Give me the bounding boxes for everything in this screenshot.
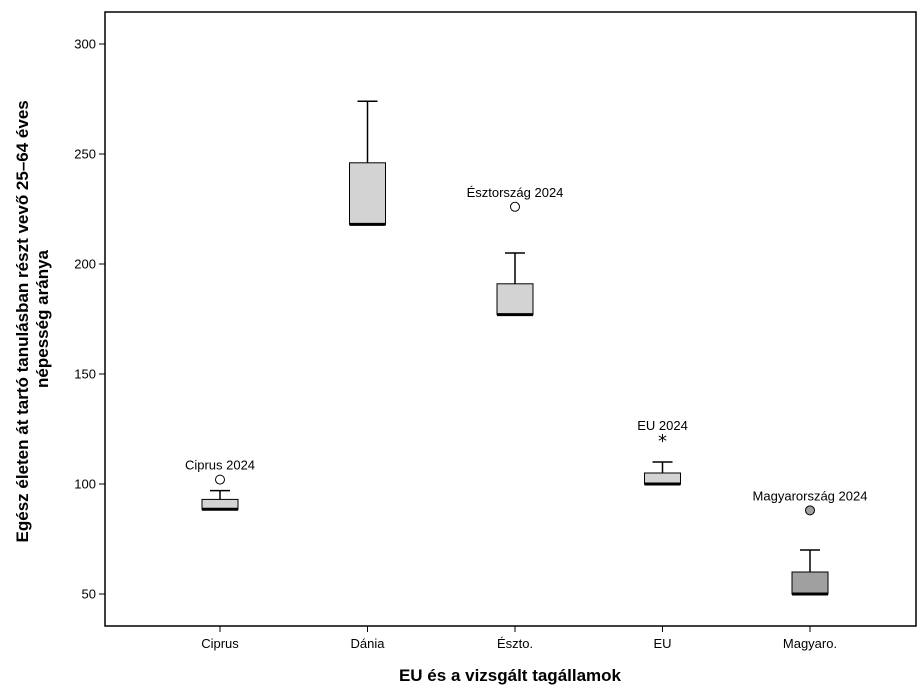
outlier-label: Magyarország 2024 bbox=[753, 488, 868, 503]
outlier-ciprus: Ciprus 2024 bbox=[185, 458, 255, 485]
outlier-label: EU 2024 bbox=[637, 418, 688, 433]
box-iqr bbox=[496, 283, 534, 316]
x-tick-label: EU bbox=[653, 636, 671, 651]
x-axis-title: EU és a vizsgált tagállamok bbox=[399, 666, 622, 685]
box-eu bbox=[644, 461, 681, 486]
x-tick-label: Ciprus bbox=[201, 636, 239, 651]
box-iqr bbox=[644, 472, 681, 485]
plot-frame bbox=[104, 11, 917, 627]
y-tick-label: 50 bbox=[82, 587, 96, 602]
outlier-eu: *EU 2024 bbox=[637, 418, 688, 452]
y-tick-label: 100 bbox=[74, 477, 96, 492]
outlier-circle-marker bbox=[805, 505, 815, 516]
x-tick-label: Dánia bbox=[351, 636, 386, 651]
y-tick-label: 150 bbox=[74, 367, 96, 382]
box-ciprus bbox=[201, 489, 239, 511]
outlier--szto-: Észtország 2024 bbox=[467, 185, 564, 212]
y-axis-title-line-2: népesség aránya bbox=[33, 249, 52, 388]
outlier-star-marker: * bbox=[658, 431, 667, 452]
x-tick-label: Magyaro. bbox=[783, 636, 837, 651]
box-iqr bbox=[791, 571, 829, 595]
outlier-circle-marker bbox=[510, 201, 520, 212]
outlier-circle-marker bbox=[215, 474, 225, 485]
outlier-label: Ciprus 2024 bbox=[185, 458, 255, 473]
box-d-nia bbox=[349, 100, 386, 226]
y-tick-label: 300 bbox=[74, 37, 96, 52]
box-iqr bbox=[349, 162, 386, 225]
y-axis: 50 100 150 200 250 300 bbox=[74, 37, 105, 602]
x-tick-label: Észto. bbox=[497, 636, 533, 651]
y-axis-title: Egész életen át tartó tanulásban részt v… bbox=[13, 96, 52, 543]
x-axis: Ciprus Dánia Észto. EU Magyaro. bbox=[201, 626, 837, 651]
boxes-group bbox=[201, 100, 829, 596]
outliers-group: Ciprus 2024 Észtország 2024 *EU 2024 Magyar… bbox=[185, 185, 868, 516]
outlier-label: Észtország 2024 bbox=[467, 185, 564, 200]
y-tick-label: 200 bbox=[74, 257, 96, 272]
outlier-magyaro-: Magyarország 2024 bbox=[753, 488, 868, 516]
box-magyaro- bbox=[791, 549, 829, 596]
box--szto- bbox=[496, 252, 534, 317]
y-axis-title-line-1: Egész életen át tartó tanulásban részt v… bbox=[13, 100, 32, 542]
y-tick-label: 250 bbox=[74, 147, 96, 162]
